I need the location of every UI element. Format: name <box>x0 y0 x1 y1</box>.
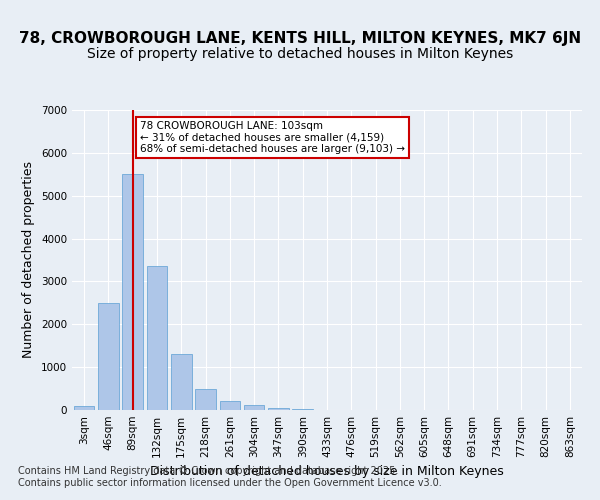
Text: Contains HM Land Registry data © Crown copyright and database right 2025.
Contai: Contains HM Land Registry data © Crown c… <box>18 466 442 487</box>
Bar <box>195 390 216 410</box>
Bar <box>146 266 167 410</box>
Bar <box>268 408 289 410</box>
Bar <box>220 400 240 410</box>
Bar <box>122 174 143 410</box>
X-axis label: Distribution of detached houses by size in Milton Keynes: Distribution of detached houses by size … <box>150 466 504 478</box>
Text: 78 CROWBOROUGH LANE: 103sqm
← 31% of detached houses are smaller (4,159)
68% of : 78 CROWBOROUGH LANE: 103sqm ← 31% of det… <box>140 120 405 154</box>
Bar <box>171 354 191 410</box>
Bar <box>98 303 119 410</box>
Bar <box>292 408 313 410</box>
Bar <box>244 406 265 410</box>
Bar <box>74 406 94 410</box>
Text: Size of property relative to detached houses in Milton Keynes: Size of property relative to detached ho… <box>87 47 513 61</box>
Y-axis label: Number of detached properties: Number of detached properties <box>22 162 35 358</box>
Text: 78, CROWBOROUGH LANE, KENTS HILL, MILTON KEYNES, MK7 6JN: 78, CROWBOROUGH LANE, KENTS HILL, MILTON… <box>19 31 581 46</box>
